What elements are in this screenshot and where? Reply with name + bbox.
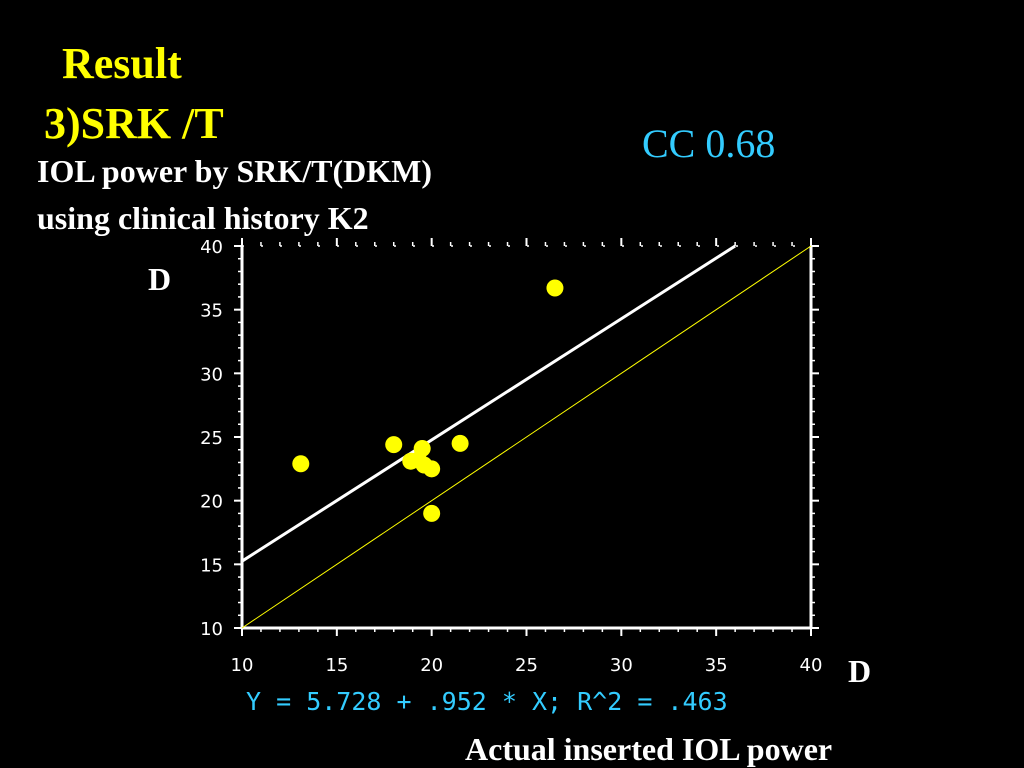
x-tick-label: 40: [800, 655, 823, 676]
y-tick-label: 35: [200, 301, 223, 322]
x-tick-label: 35: [705, 655, 728, 676]
x-tick-labels: 10 15 20 25 30 35 40: [231, 655, 823, 676]
data-point: [451, 434, 469, 452]
x-axis-title: Actual inserted IOL power: [465, 731, 832, 767]
data-points: [292, 279, 564, 522]
regression-line: [241, 244, 736, 563]
y-tick-label: 40: [200, 237, 223, 258]
data-point: [292, 455, 310, 473]
x-tick-label: 20: [420, 655, 443, 676]
data-point: [413, 439, 431, 457]
slide-title: Result: [62, 39, 182, 88]
x-tick-label: 30: [610, 655, 633, 676]
regression-equation: Y = 5.728 + .952 * X; R^2 = .463: [246, 687, 728, 716]
identity-line: [241, 245, 812, 629]
data-point: [385, 436, 403, 454]
slide-section-title: 3)SRK /T: [44, 99, 224, 148]
trend-lines: [241, 244, 812, 629]
data-point: [423, 460, 441, 478]
y-axis-unit: D: [148, 261, 171, 297]
x-tick-label: 25: [515, 655, 538, 676]
subtitle-line-1: IOL power by SRK/T(DKM): [37, 153, 432, 189]
x-tick-label: 15: [325, 655, 348, 676]
y-tick-label: 10: [200, 619, 223, 640]
subtitle-line-2: using clinical history K2: [37, 200, 369, 236]
y-tick-labels: 10 15 20 25 30 35 40: [200, 237, 223, 640]
data-point: [546, 279, 564, 297]
y-tick-label: 25: [200, 428, 223, 449]
y-tick-label: 15: [200, 555, 223, 576]
x-axis-unit: D: [848, 653, 871, 689]
y-tick-label: 30: [200, 364, 223, 385]
y-tick-label: 20: [200, 492, 223, 513]
x-tick-label: 10: [231, 655, 254, 676]
minor-ticks: [238, 242, 815, 632]
chart-subtitle: IOL power by SRK/T(DKM) using clinical h…: [37, 148, 432, 242]
major-ticks: [234, 238, 819, 636]
correlation-coefficient-label: CC 0.68: [642, 121, 776, 166]
data-point: [423, 504, 441, 522]
